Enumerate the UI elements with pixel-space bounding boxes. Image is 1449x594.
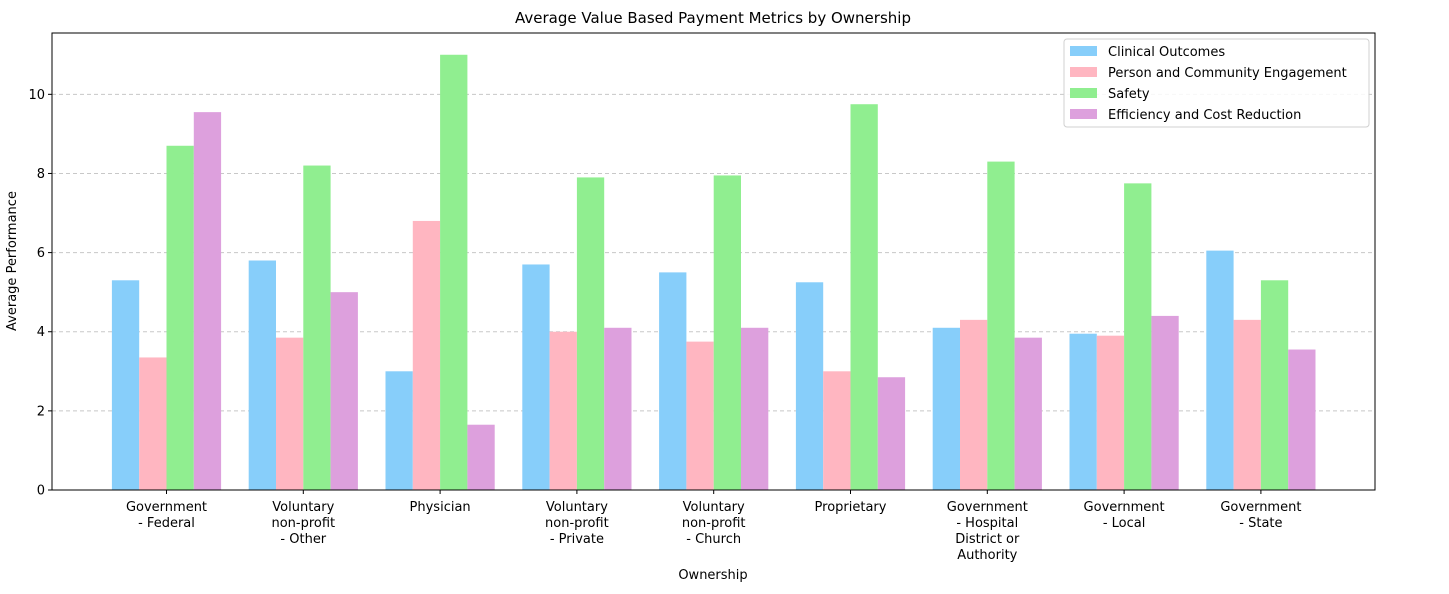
x-tick-label: Government - Federal — [126, 500, 207, 531]
bar — [686, 341, 714, 490]
bar — [1288, 349, 1316, 490]
bar — [877, 377, 906, 490]
legend: Clinical Outcomes Person and Community En… — [1063, 38, 1370, 128]
y-tick-label: 8 — [37, 167, 45, 182]
legend-label: Safety — [1108, 87, 1150, 102]
bar — [139, 357, 167, 490]
x-tick-label: Government - Local — [1084, 500, 1165, 531]
bar — [1096, 335, 1125, 490]
bar — [385, 371, 413, 490]
bar — [440, 54, 468, 491]
bar — [1260, 280, 1289, 490]
y-axis-label: Average Performance — [5, 191, 20, 331]
y-tick-label: 4 — [37, 325, 45, 340]
bar — [795, 282, 824, 490]
x-axis-label: Ownership — [678, 568, 747, 583]
x-tick-label: Government - State — [1220, 500, 1301, 531]
y-tick-label: 0 — [37, 484, 45, 499]
bar — [576, 177, 605, 490]
bar — [1124, 183, 1152, 490]
x-tick-label: Voluntary non-profit - Other — [271, 500, 335, 547]
x-tick-label: Physician — [410, 500, 471, 515]
bar — [823, 371, 851, 490]
legend-swatch — [1070, 88, 1097, 98]
x-tick-label: Voluntary non-profit - Church — [682, 500, 746, 547]
bar — [659, 272, 687, 490]
x-tick-label: Government - Hospital District or Authority — [947, 500, 1028, 563]
bar — [932, 327, 960, 490]
y-tick-label: 2 — [37, 404, 45, 419]
y-tick-label: 10 — [28, 88, 45, 103]
bar — [1233, 319, 1261, 490]
bar — [1206, 250, 1234, 490]
bar — [741, 327, 769, 490]
x-tick-label: Voluntary non-profit - Private — [545, 500, 609, 547]
legend-swatch — [1070, 67, 1097, 77]
x-tick-label: Proprietary — [815, 500, 887, 515]
bar — [850, 104, 878, 491]
y-tick-label: 6 — [37, 246, 45, 261]
bar — [412, 220, 441, 490]
bar — [330, 292, 358, 490]
bar — [522, 264, 550, 490]
bar — [276, 337, 304, 490]
bar — [549, 331, 577, 490]
bar — [604, 327, 632, 490]
bar — [166, 145, 194, 490]
y-axis: 0 2 4 6 8 10 — [28, 88, 52, 499]
bars-group — [111, 54, 1316, 491]
bar — [193, 112, 222, 490]
legend-box — [1063, 38, 1370, 128]
bar — [1069, 333, 1097, 490]
bar — [987, 161, 1015, 490]
bar — [248, 260, 276, 490]
bar — [467, 424, 495, 490]
bar — [713, 175, 741, 490]
legend-swatch — [1070, 46, 1097, 56]
legend-label: Person and Community Engagement — [1108, 66, 1347, 81]
chart-title: Average Value Based Payment Metrics by O… — [515, 9, 911, 27]
bar — [960, 319, 988, 490]
bar — [111, 280, 140, 490]
x-axis: Government - Federal Voluntary non-profit - … — [126, 490, 1301, 563]
legend-swatch — [1070, 109, 1097, 119]
bar — [303, 165, 331, 490]
legend-label: Clinical Outcomes — [1108, 45, 1225, 60]
legend-label: Efficiency and Cost Reduction — [1108, 108, 1301, 123]
bar — [1151, 315, 1179, 490]
bar — [1014, 337, 1042, 490]
